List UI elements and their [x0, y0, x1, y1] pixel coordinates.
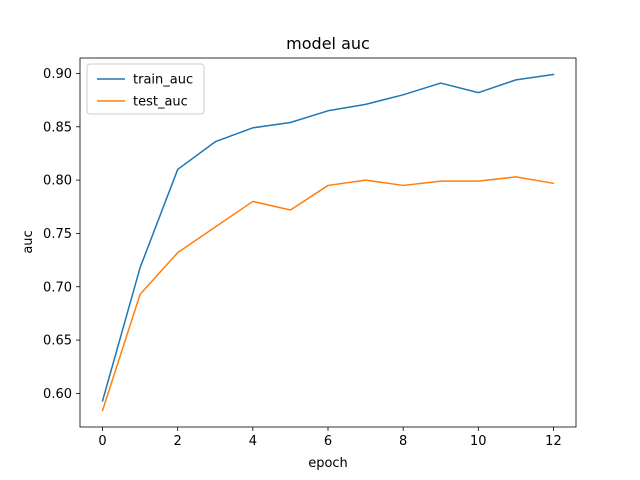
- chart-title: model auc: [286, 34, 370, 53]
- legend: train_auc test_auc: [87, 64, 204, 114]
- y-tick-label: 0.85: [43, 120, 72, 135]
- x-tick-label: 0: [98, 434, 106, 449]
- y-axis-title: auc: [21, 230, 36, 253]
- x-tick-label: 8: [399, 434, 407, 449]
- y-tick-label: 0.65: [43, 334, 72, 349]
- y-tick-label: 0.70: [43, 280, 72, 295]
- x-tick-label: 10: [470, 434, 487, 449]
- x-axis: 0 2 4 6 8 10 12: [98, 427, 561, 449]
- x-tick-label: 6: [324, 434, 332, 449]
- x-tick-label: 4: [249, 434, 257, 449]
- y-tick-label: 0.75: [43, 227, 72, 242]
- y-tick-label: 0.90: [43, 67, 72, 82]
- y-tick-label: 0.80: [43, 174, 72, 189]
- y-axis: 0.60 0.65 0.70 0.75 0.80 0.85 0.90: [43, 67, 80, 402]
- y-tick-label: 0.60: [43, 387, 72, 402]
- x-axis-title: epoch: [308, 456, 348, 471]
- x-tick-label: 2: [174, 434, 182, 449]
- legend-label: train_auc: [133, 73, 193, 88]
- legend-label: test_auc: [133, 95, 188, 110]
- x-tick-label: 12: [545, 434, 562, 449]
